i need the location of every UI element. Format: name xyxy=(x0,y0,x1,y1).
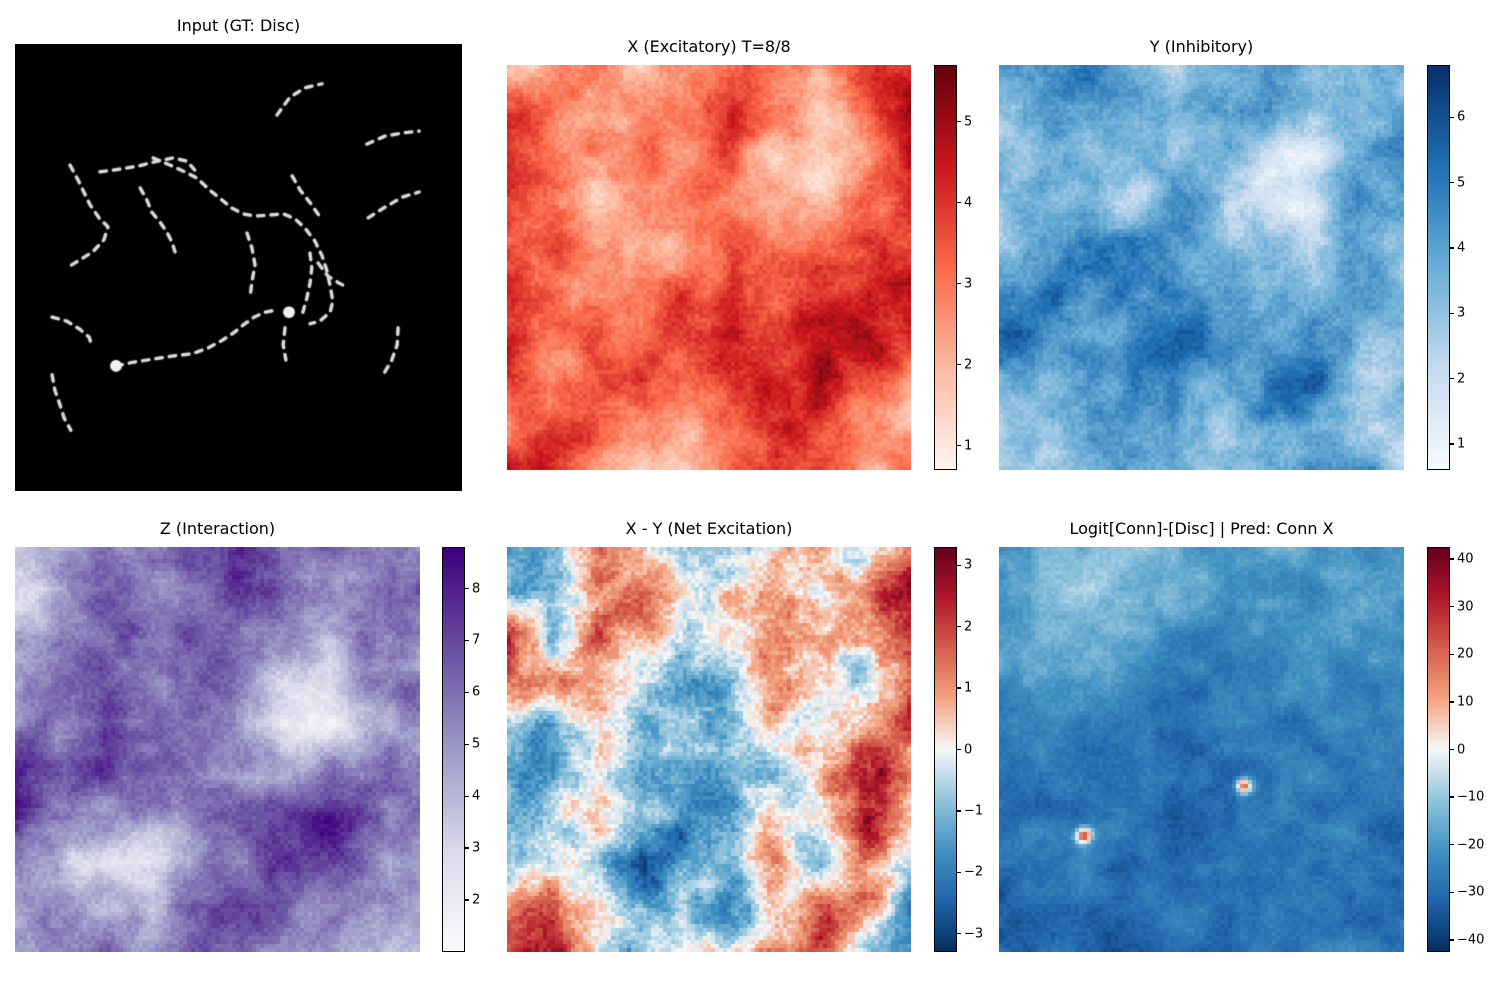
colorbar-tick-label: 20 xyxy=(1457,646,1474,662)
colorbar-tickmark xyxy=(1450,312,1454,314)
colorbar-tickmark xyxy=(1450,844,1454,846)
colorbar-tick-label: 4 xyxy=(1457,240,1466,256)
colorbar-tick-label: 6 xyxy=(1457,109,1466,125)
colorbar-tickmark xyxy=(957,445,961,447)
colorbar-x xyxy=(934,65,957,470)
colorbar-tick-label: 2 xyxy=(964,619,973,635)
colorbar-tickmark xyxy=(957,364,961,366)
colorbar-tick-label: 2 xyxy=(472,892,481,908)
colorbar-tickmark xyxy=(1450,116,1454,118)
colorbar-tick-label: 40 xyxy=(1457,551,1474,567)
panel-title-logit: Logit[Conn]-[Disc] | Pred: Conn X xyxy=(1069,519,1334,538)
colorbar-tick-label: −10 xyxy=(1457,789,1485,805)
colorbar-tick-label: 3 xyxy=(964,557,973,573)
colorbar-tickmark xyxy=(1450,247,1454,249)
colorbar-tickmark xyxy=(465,847,469,849)
colorbar-tick-label: 7 xyxy=(472,632,481,648)
panel-title-input: Input (GT: Disc) xyxy=(176,16,301,35)
panel-title-y-inhibitory: Y (Inhibitory) xyxy=(1149,37,1254,56)
colorbar-tick-label: 0 xyxy=(1457,742,1466,757)
colorbar-tick-label: −30 xyxy=(1457,884,1485,900)
panel-net-excitation: X - Y (Net Excitation) −3 −2 −1 0 1 2 3 xyxy=(507,519,983,952)
colorbar-tick-label: −2 xyxy=(964,864,984,880)
colorbar-tick-label: 1 xyxy=(964,680,973,696)
panel-title-z-interaction: Z (Interaction) xyxy=(159,519,276,538)
colorbar-tickmark xyxy=(465,587,469,590)
colorbar-tickmark xyxy=(957,283,961,285)
colorbar-tickmark xyxy=(1450,605,1454,608)
colorbar-tick-label: 4 xyxy=(964,195,973,211)
colorbar-logit xyxy=(1427,547,1450,952)
colorbar-tickmark xyxy=(1450,748,1454,751)
colorbar-tickmark xyxy=(957,810,961,812)
colorbar-tickmark xyxy=(957,871,961,873)
heatmap-net-excitation-canvas xyxy=(507,547,911,952)
colorbar-tick-label: −40 xyxy=(1457,932,1485,948)
colorbar-tick-label: 0 xyxy=(964,742,973,757)
colorbar-tickmark xyxy=(465,743,469,745)
colorbar-tick-label: 1 xyxy=(964,438,973,454)
colorbar-tickmark xyxy=(1450,939,1454,941)
colorbar-tickmark xyxy=(957,121,961,123)
colorbar-tick-label: 3 xyxy=(964,276,973,292)
colorbar-tickmark xyxy=(1450,443,1454,445)
colorbar-y xyxy=(1427,65,1450,470)
colorbar-tickmark xyxy=(957,564,961,567)
heatmap-z-canvas xyxy=(15,547,420,952)
colorbar-tick-label: 2 xyxy=(964,357,973,373)
heatmap-x-canvas xyxy=(507,65,911,470)
panel-x-excitatory: X (Excitatory) T=8/8 1 2 3 4 5 xyxy=(507,37,972,470)
colorbar-tick-label: 4 xyxy=(472,788,481,804)
colorbar-tickmark xyxy=(1450,796,1454,798)
panel-z-interaction: Z (Interaction) 2 3 4 5 6 7 8 xyxy=(15,519,480,952)
panel-title-net-excitation: X - Y (Net Excitation) xyxy=(625,519,793,538)
colorbar-tickmark xyxy=(1450,377,1454,380)
panel-title-x-excitatory: X (Excitatory) T=8/8 xyxy=(627,37,791,56)
colorbar-tick-label: 3 xyxy=(472,840,481,856)
colorbar-tickmark xyxy=(1450,558,1454,560)
colorbar-tickmark xyxy=(957,626,961,628)
colorbar-tick-label: 10 xyxy=(1457,694,1474,710)
colorbar-tick-label: 5 xyxy=(1457,175,1466,191)
colorbar-tickmark xyxy=(465,639,469,642)
colorbar-tick-label: 6 xyxy=(472,684,481,700)
colorbar-tickmark xyxy=(465,691,469,694)
heatmap-logit-canvas xyxy=(999,547,1404,952)
colorbar-tickmark xyxy=(957,687,961,689)
colorbar-tick-label: 30 xyxy=(1457,599,1474,615)
colorbar-tickmark xyxy=(957,932,961,935)
colorbar-tick-label: 8 xyxy=(472,581,481,597)
input-image-canvas xyxy=(15,44,462,491)
colorbar-z xyxy=(442,547,465,952)
panel-input: Input (GT: Disc) xyxy=(15,16,462,491)
colorbar-tickmark xyxy=(957,202,961,204)
colorbar-tick-label: 5 xyxy=(472,736,481,752)
colorbar-tick-label: −20 xyxy=(1457,837,1485,853)
colorbar-tickmark xyxy=(465,795,469,797)
colorbar-tick-label: 5 xyxy=(964,114,973,130)
colorbar-tick-label: 3 xyxy=(1457,305,1466,321)
colorbar-tick-label: −1 xyxy=(964,803,984,819)
colorbar-tickmark xyxy=(1450,701,1454,703)
colorbar-tickmark xyxy=(1450,653,1454,655)
panel-y-inhibitory: Y (Inhibitory) 1 2 3 4 5 6 xyxy=(999,37,1465,470)
colorbar-tickmark xyxy=(465,899,469,901)
heatmap-y-canvas xyxy=(999,65,1404,470)
panel-logit: Logit[Conn]-[Disc] | Pred: Conn X −40 −30… xyxy=(999,519,1484,952)
colorbar-tickmark xyxy=(957,748,961,751)
colorbar-tick-label: 1 xyxy=(1457,436,1466,452)
colorbar-tick-label: −3 xyxy=(964,926,984,942)
colorbar-net-excitation xyxy=(934,547,957,952)
colorbar-tickmark xyxy=(1450,891,1454,894)
colorbar-tick-label: 2 xyxy=(1457,371,1466,387)
colorbar-tickmark xyxy=(1450,181,1454,184)
